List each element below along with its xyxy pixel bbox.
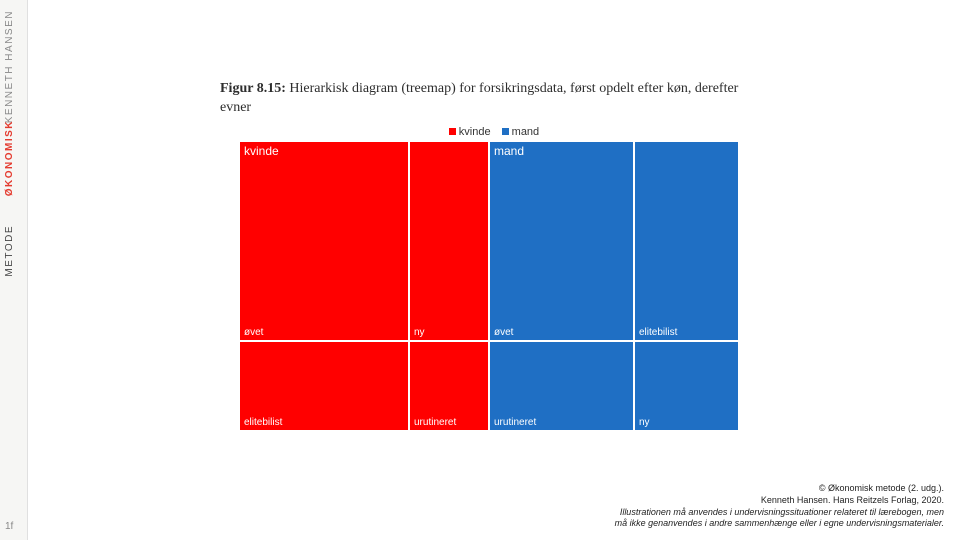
treemap-cell-mand-øvet: mand øvet <box>490 142 635 342</box>
treemap-cell-label: urutineret <box>414 417 456 428</box>
copyright-line2: Kenneth Hansen. Hans Reitzels Forlag, 20… <box>424 495 944 507</box>
treemap-cell-label: elitebilist <box>639 327 677 338</box>
treemap-cell-label: urutineret <box>494 417 536 428</box>
copyright-block: © Økonomisk metode (2. udg.). Kenneth Ha… <box>424 483 944 530</box>
sidebar-title-part2: METODE <box>4 225 15 277</box>
treemap-cell-label: ny <box>414 327 425 338</box>
figure-container: Figur 8.15: Hierarkisk diagram (treemap)… <box>220 80 760 432</box>
treemap-cell-label: elitebilist <box>244 417 282 428</box>
treemap-cell-kvinde-urutineret: urutineret <box>410 342 490 432</box>
treemap-cell-label: øvet <box>494 327 513 338</box>
figure-caption-lead: Figur 8.15: <box>220 81 286 96</box>
figure-caption-text: Hierarkisk diagram (treemap) for forsikr… <box>220 81 738 115</box>
legend-swatch-mand <box>502 128 509 135</box>
sidebar: KENNETH HANSEN ØKONOMISK METODE 1f <box>0 0 28 540</box>
treemap-group-label-mand: mand <box>494 144 524 158</box>
chart-legend: kvinde mand <box>220 126 760 138</box>
treemap-cell-kvinde-øvet: kvinde øvet <box>240 142 410 342</box>
treemap-cell-label: ny <box>639 417 650 428</box>
legend-label-kvinde: kvinde <box>459 126 491 138</box>
treemap-cell-mand-urutineret: urutineret <box>490 342 635 432</box>
sidebar-author: KENNETH HANSEN <box>4 10 15 123</box>
copyright-line1: © Økonomisk metode (2. udg.). <box>819 483 944 493</box>
legend-label-mand: mand <box>512 126 540 138</box>
treemap-cell-mand-elitebilist: elitebilist <box>635 142 740 342</box>
legend-swatch-kvinde <box>449 128 456 135</box>
copyright-line4: må ikke genanvendes i andre sammenhænge … <box>424 518 944 530</box>
sidebar-page-marker: 1f <box>5 521 13 532</box>
copyright-line3: Illustrationen må anvendes i undervisnin… <box>424 507 944 519</box>
treemap-cell-mand-ny: ny <box>635 342 740 432</box>
treemap-chart: kvinde øvet ny elitebilist urutineret mand øve… <box>240 142 740 432</box>
figure-caption: Figur 8.15: Hierarkisk diagram (treemap)… <box>220 80 760 118</box>
treemap-cell-label: øvet <box>244 327 263 338</box>
treemap-cell-kvinde-elitebilist: elitebilist <box>240 342 410 432</box>
treemap-cell-kvinde-ny: ny <box>410 142 490 342</box>
sidebar-title-part1: ØKONOMISK <box>4 120 15 196</box>
treemap-group-label-kvinde: kvinde <box>244 144 279 158</box>
